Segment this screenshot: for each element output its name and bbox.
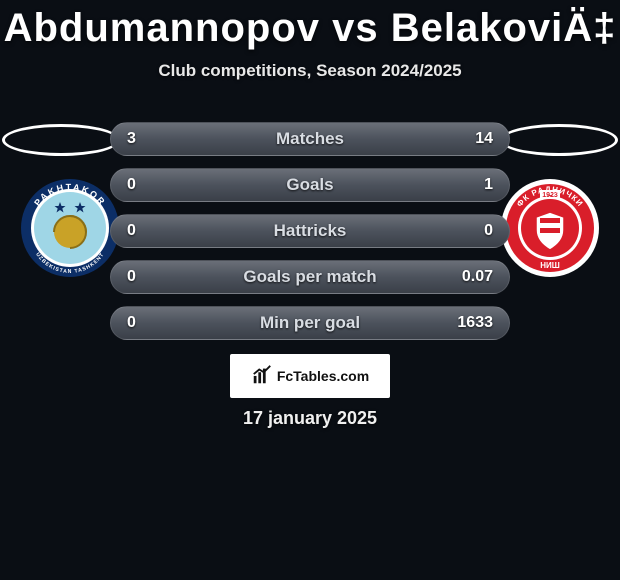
stat-right-value: 0.07 [462,268,493,286]
stat-label: Hattricks [111,221,509,241]
page-subtitle: Club competitions, Season 2024/2025 [0,61,620,81]
stat-row: 0 Goals per match 0.07 [110,260,510,294]
chart-icon [251,364,273,389]
stat-right-value: 14 [475,130,493,148]
stat-label: Matches [111,129,509,149]
stat-label: Min per goal [111,313,509,333]
player-ellipse-right [500,124,618,156]
stat-left-value: 0 [127,314,136,332]
stat-right-value: 1 [484,176,493,194]
stat-right-value: 1633 [457,314,493,332]
team-badge-right: 1923 ФК РАДНИЧКИ НИШ [500,178,600,278]
stat-row: 0 Hattricks 0 [110,214,510,248]
player-ellipse-left [2,124,120,156]
date-line: 17 january 2025 [0,408,620,429]
brand-box: FcTables.com [230,354,390,398]
stat-row: 3 Matches 14 [110,122,510,156]
stat-left-value: 0 [127,176,136,194]
stat-left-value: 3 [127,130,136,148]
stat-left-value: 0 [127,268,136,286]
stats-container: 3 Matches 14 0 Goals 1 0 Hattricks 0 0 G… [110,122,510,352]
team-right-city: НИШ [540,261,560,270]
stat-row: 0 Goals 1 [110,168,510,202]
stat-left-value: 0 [127,222,136,240]
team-badge-left: PAKHTAKOR UZBEKISTAN TASHKENT [20,178,120,278]
stat-row: 0 Min per goal 1633 [110,306,510,340]
stat-label: Goals per match [111,267,509,287]
page-title: Abdumannopov vs BelakoviÄ‡ [0,0,620,51]
stat-label: Goals [111,175,509,195]
brand-text: FcTables.com [277,368,369,384]
stat-right-value: 0 [484,222,493,240]
